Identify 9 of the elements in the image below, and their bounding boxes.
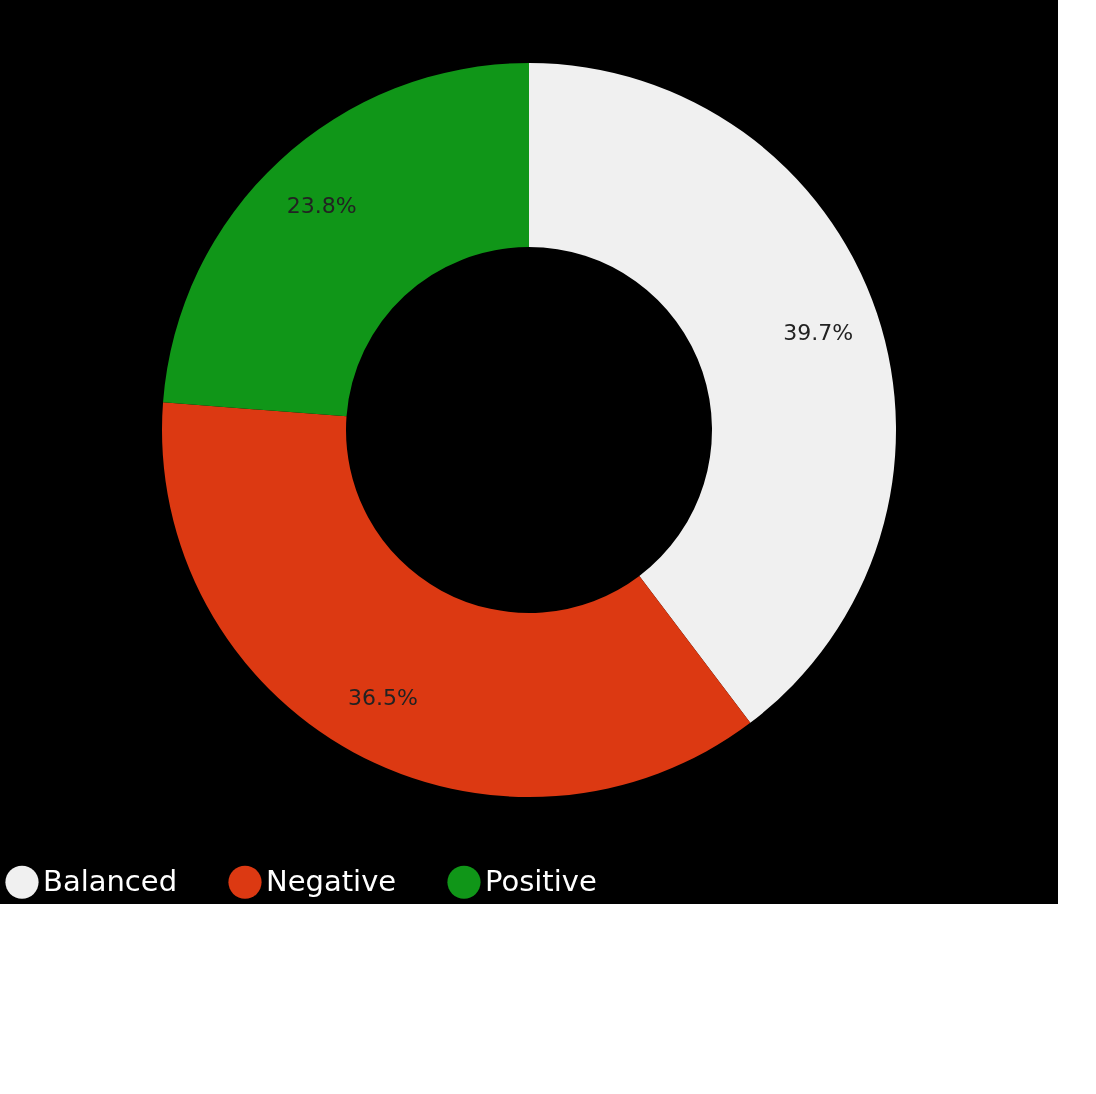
legend-label: Negative bbox=[266, 864, 397, 899]
data-label: 36.5% bbox=[347, 684, 418, 710]
data-label: 39.7% bbox=[783, 320, 854, 346]
legend-label: Positive bbox=[485, 864, 597, 899]
donut-slice bbox=[529, 63, 896, 723]
donut-slice bbox=[163, 63, 529, 417]
donut-slice bbox=[162, 402, 751, 797]
legend-label: Balanced bbox=[43, 864, 178, 899]
data-label: 23.8% bbox=[286, 193, 357, 219]
